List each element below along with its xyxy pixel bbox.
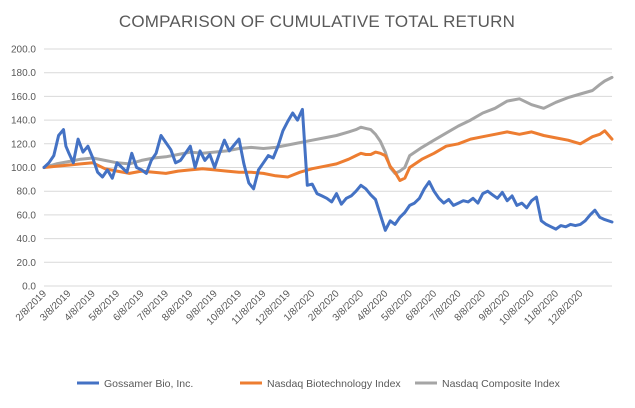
y-tick-label: 0.0 (22, 282, 36, 293)
y-tick-label: 160.0 (11, 92, 36, 103)
y-tick-label: 120.0 (11, 139, 36, 150)
series-lines (42, 75, 614, 232)
y-tick-label: 100.0 (11, 163, 36, 174)
y-tick-label: 60.0 (17, 210, 37, 221)
chart-title: COMPARISON OF CUMULATIVE TOTAL RETURN (119, 12, 515, 31)
y-tick-label: 140.0 (11, 116, 36, 127)
series-line-1 (42, 129, 614, 182)
series-line-2 (42, 75, 614, 175)
x-axis-ticks: 2/8/20193/8/20194/8/20195/8/20196/8/2019… (14, 288, 586, 328)
legend-label: Nasdaq Biotechnology Index (267, 378, 401, 390)
series-line-0 (42, 107, 614, 232)
y-tick-label: 80.0 (17, 187, 37, 198)
legend-label: Nasdaq Composite Index (442, 378, 561, 390)
legend-label: Gossamer Bio, Inc. (104, 378, 193, 390)
y-tick-label: 200.0 (11, 45, 36, 56)
y-axis-ticks: 0.0 20.0 40.0 60.0 80.0 100.0 120.0 140.0 160.0 1… (11, 45, 36, 293)
legend: Gossamer Bio, Inc. Nasdaq Biotechnology I… (77, 378, 561, 390)
y-tick-label: 20.0 (17, 258, 37, 269)
y-tick-label: 40.0 (17, 234, 37, 245)
y-tick-label: 180.0 (11, 68, 36, 79)
